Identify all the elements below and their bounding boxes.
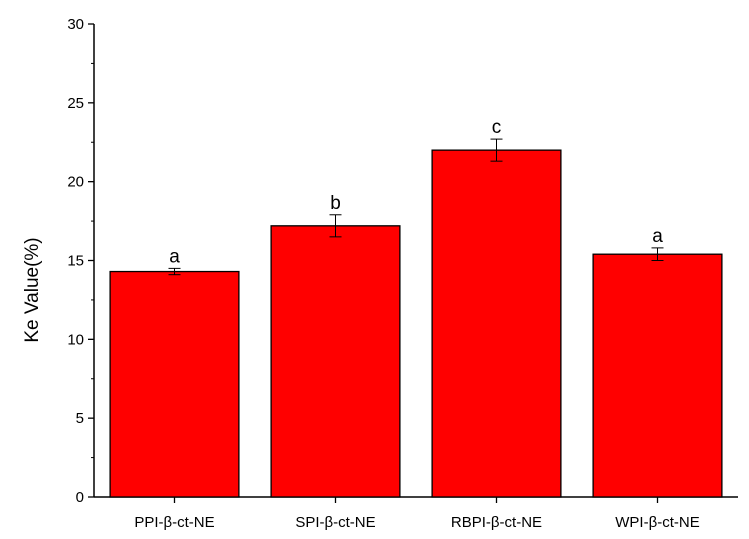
y-tick-label: 10 (67, 331, 84, 348)
significance-label: a (652, 226, 663, 247)
bar (270, 225, 401, 498)
x-tick-label: PPI-β-ct-NE (134, 514, 214, 531)
x-tick-label: RBPI-β-ct-NE (451, 514, 542, 531)
bar (109, 270, 240, 498)
x-tick-label: WPI-β-ct-NE (615, 514, 699, 531)
bars: a b c a (109, 117, 723, 498)
significance-label: a (169, 246, 180, 267)
y-tick-label: 5 (76, 410, 84, 427)
x-tick-label: SPI-β-ct-NE (295, 514, 375, 531)
y-ticks: 0 5 10 15 20 25 30 (67, 16, 94, 506)
bar (592, 253, 723, 498)
y-axis-title: Ke Value(%) (22, 237, 43, 342)
y-tick-label: 25 (67, 95, 84, 112)
y-tick-label: 0 (76, 489, 84, 506)
y-tick-label: 20 (67, 174, 84, 191)
bar (431, 149, 562, 498)
y-tick-label: 30 (67, 16, 84, 33)
significance-label: c (492, 117, 502, 138)
x-ticks: PPI-β-ct-NE SPI-β-ct-NE RBPI-β-ct-NE WPI-β-… (134, 497, 700, 531)
significance-label: b (330, 193, 341, 214)
y-tick-label: 15 (67, 253, 84, 270)
